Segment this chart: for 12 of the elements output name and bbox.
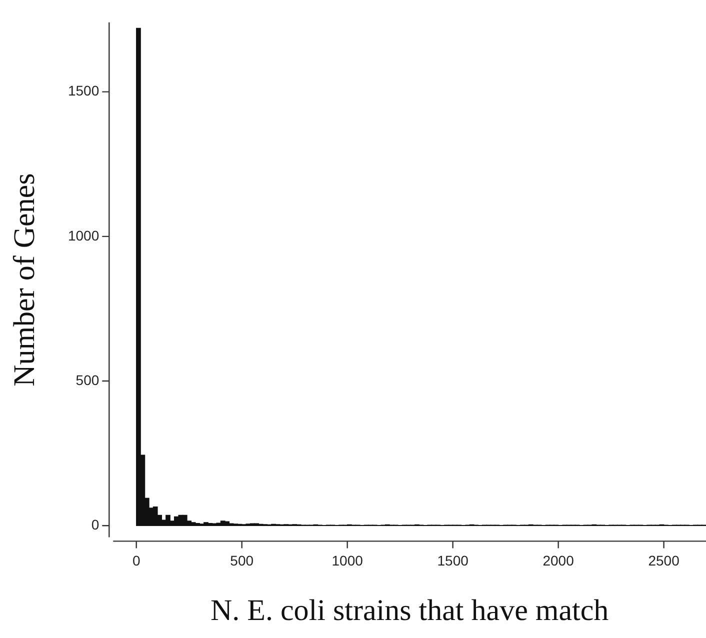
x-tick-label: 1500 (437, 552, 469, 568)
x-tick-label: 500 (230, 552, 254, 568)
y-tick-label: 500 (76, 372, 100, 388)
x-tick-label: 1000 (332, 552, 364, 568)
y-tick-label: 0 (91, 516, 100, 532)
y-tick-label: 1500 (68, 82, 100, 99)
x-axis-title: N. E. coli strains that have match (210, 594, 609, 627)
x-tick-label: 2000 (542, 552, 574, 568)
x-tick-label: 2500 (648, 552, 680, 568)
y-axis-title: Number of Genes (8, 173, 41, 386)
x-tick-label: 0 (132, 552, 140, 568)
y-tick-label: 1000 (68, 227, 100, 244)
